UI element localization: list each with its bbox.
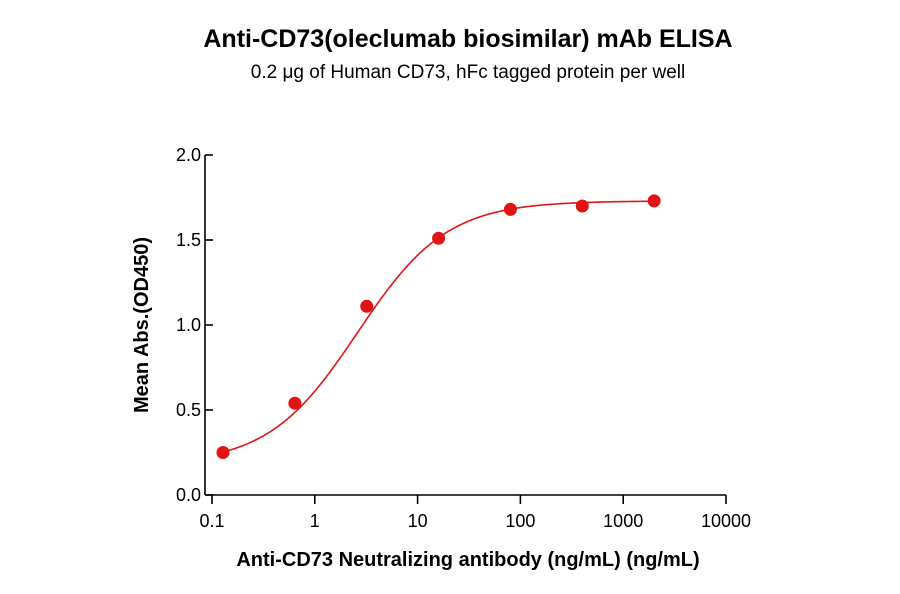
y-tick-label: 1.5 [176, 230, 201, 250]
y-tick-label: 2.0 [176, 145, 201, 165]
x-axis: 0.1 1 10 100 1000 10000 [199, 494, 751, 531]
x-tick-label: 10000 [701, 511, 751, 531]
y-tick-label: 1.0 [176, 315, 201, 335]
x-tick-label: 0.1 [199, 511, 224, 531]
data-point [216, 446, 230, 459]
data-point [575, 199, 589, 213]
data-point [503, 202, 517, 216]
y-tick-label: 0.5 [176, 400, 201, 420]
x-tick-label: 1000 [603, 511, 643, 531]
x-tick-label: 1 [310, 511, 320, 531]
data-point [432, 231, 446, 245]
data-point [360, 299, 374, 313]
x-tick-label: 10 [408, 511, 428, 531]
chart-subtitle: 0.2 μg of Human CD73, hFc tagged protein… [251, 62, 685, 83]
data-point [647, 194, 661, 208]
data-points-layer [216, 194, 661, 459]
y-tick-label: 0.0 [176, 485, 201, 505]
x-tick-label: 100 [505, 511, 535, 531]
y-axis-label: Mean Abs.(OD450) [131, 237, 153, 413]
data-point [288, 396, 302, 410]
x-axis-label: Anti-CD73 Neutralizing antibody (ng/mL) … [236, 549, 699, 571]
y-axis: 0.0 0.5 1.0 1.5 2.0 [176, 145, 213, 505]
chart-title: Anti-CD73(oleclumab biosimilar) mAb ELIS… [203, 25, 732, 53]
